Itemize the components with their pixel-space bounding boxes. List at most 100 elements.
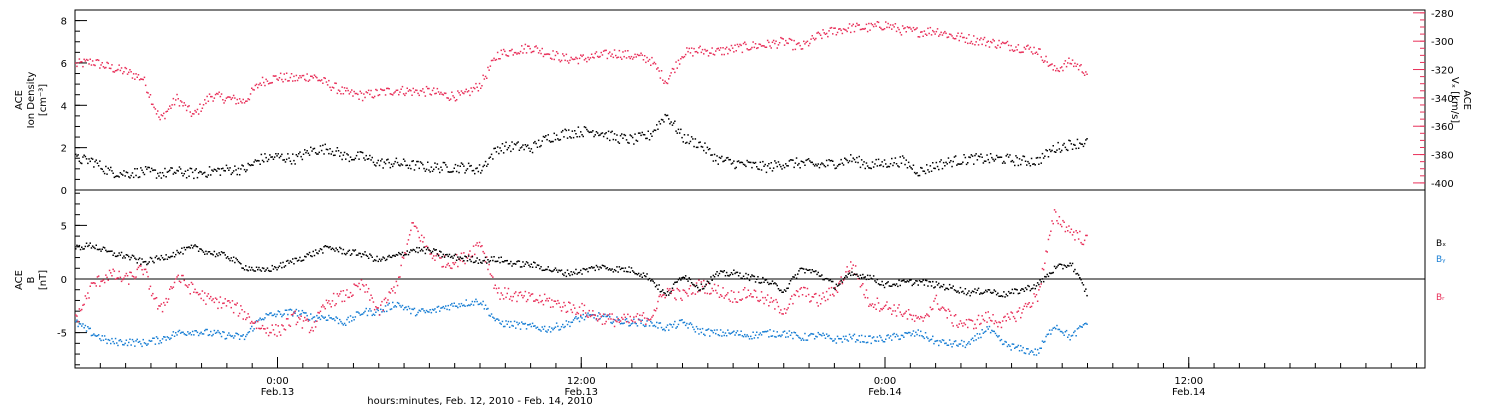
- density-point: [941, 167, 944, 170]
- bx-point: [687, 280, 689, 282]
- bx-point: [725, 271, 728, 274]
- bx-point: [668, 294, 670, 296]
- velocity-point: [343, 87, 346, 89]
- by-point: [551, 327, 553, 329]
- velocity-point: [515, 51, 517, 54]
- by-point: [807, 335, 810, 337]
- velocity-point: [223, 102, 225, 104]
- density-point: [750, 161, 752, 164]
- bz-point: [876, 297, 879, 299]
- by-point: [734, 334, 736, 336]
- bx-point: [210, 253, 212, 255]
- bx-point: [647, 278, 649, 281]
- density-point: [178, 166, 181, 168]
- by-point: [1038, 352, 1040, 354]
- velocity-point: [806, 40, 809, 43]
- by-point: [1069, 339, 1071, 341]
- by-point: [185, 334, 188, 336]
- density-point: [675, 130, 677, 132]
- bz-point: [404, 252, 406, 254]
- bx-point: [521, 266, 523, 268]
- bz-point: [125, 272, 128, 275]
- bx-point: [752, 275, 754, 277]
- velocity-point: [684, 53, 687, 56]
- bx-point: [228, 258, 230, 260]
- bx-point: [757, 276, 759, 278]
- bz-point: [845, 271, 847, 273]
- velocity-point: [729, 49, 731, 52]
- density-point: [718, 156, 721, 159]
- bx-point: [991, 292, 993, 294]
- by-point: [719, 329, 722, 331]
- velocity-point: [75, 62, 77, 64]
- velocity-point: [265, 78, 267, 81]
- bx-point: [334, 250, 336, 252]
- velocity-point: [786, 42, 788, 44]
- bx-point: [147, 262, 149, 265]
- bz-point: [346, 289, 348, 291]
- by-point: [1006, 345, 1009, 348]
- bx-point: [390, 256, 393, 259]
- bx-point: [1080, 278, 1082, 281]
- bz-point: [695, 282, 698, 284]
- bx-point: [78, 244, 81, 247]
- bx-point: [516, 260, 518, 263]
- by-point: [445, 305, 447, 307]
- bx-point: [478, 259, 481, 261]
- velocity-point: [328, 79, 330, 82]
- bz-point: [1063, 221, 1065, 223]
- bz-point: [1018, 307, 1021, 309]
- by-point: [930, 338, 933, 341]
- bx-point: [927, 285, 929, 287]
- velocity-point: [731, 47, 734, 49]
- density-point: [114, 175, 117, 178]
- density-point: [439, 171, 441, 174]
- bx-point: [862, 273, 864, 276]
- density-point: [1012, 161, 1015, 163]
- density-point: [967, 162, 969, 164]
- by-point: [406, 308, 408, 311]
- by-point: [482, 300, 484, 303]
- bx-point: [995, 293, 998, 296]
- velocity-point: [765, 46, 768, 48]
- bz-point: [879, 310, 881, 312]
- velocity-point: [674, 71, 676, 74]
- by-point: [983, 331, 986, 333]
- velocity-point: [113, 71, 116, 73]
- by-point: [407, 305, 410, 308]
- velocity-point: [559, 60, 562, 63]
- bx-point: [587, 270, 589, 273]
- bz-point: [1083, 239, 1086, 242]
- bz-point: [140, 265, 142, 267]
- bz-point: [425, 245, 428, 247]
- velocity-point: [195, 111, 197, 113]
- bz-point: [721, 295, 723, 297]
- velocity-point: [944, 30, 946, 33]
- by-point: [546, 331, 548, 333]
- bz-point: [1071, 234, 1074, 236]
- velocity-point: [998, 39, 1000, 42]
- density-point: [466, 168, 469, 170]
- density-point: [87, 162, 89, 165]
- velocity-point: [545, 53, 547, 56]
- velocity-point: [577, 62, 580, 65]
- velocity-point: [801, 48, 804, 50]
- bz-point: [924, 315, 927, 317]
- by-point: [880, 336, 882, 339]
- bz-point: [506, 292, 508, 295]
- velocity-point: [1003, 42, 1005, 44]
- bz-point: [564, 304, 566, 307]
- velocity-point: [951, 35, 953, 37]
- bx-point: [451, 255, 453, 258]
- velocity-point: [88, 63, 90, 65]
- density-point: [407, 167, 410, 169]
- bx-point: [525, 261, 528, 263]
- bx-point: [517, 260, 519, 262]
- density-point: [739, 161, 741, 164]
- bz-point: [813, 293, 816, 295]
- bx-point: [1076, 272, 1079, 275]
- density-point: [267, 158, 270, 161]
- velocity-point: [581, 55, 583, 58]
- density-point: [390, 163, 393, 165]
- bz-point: [922, 320, 924, 322]
